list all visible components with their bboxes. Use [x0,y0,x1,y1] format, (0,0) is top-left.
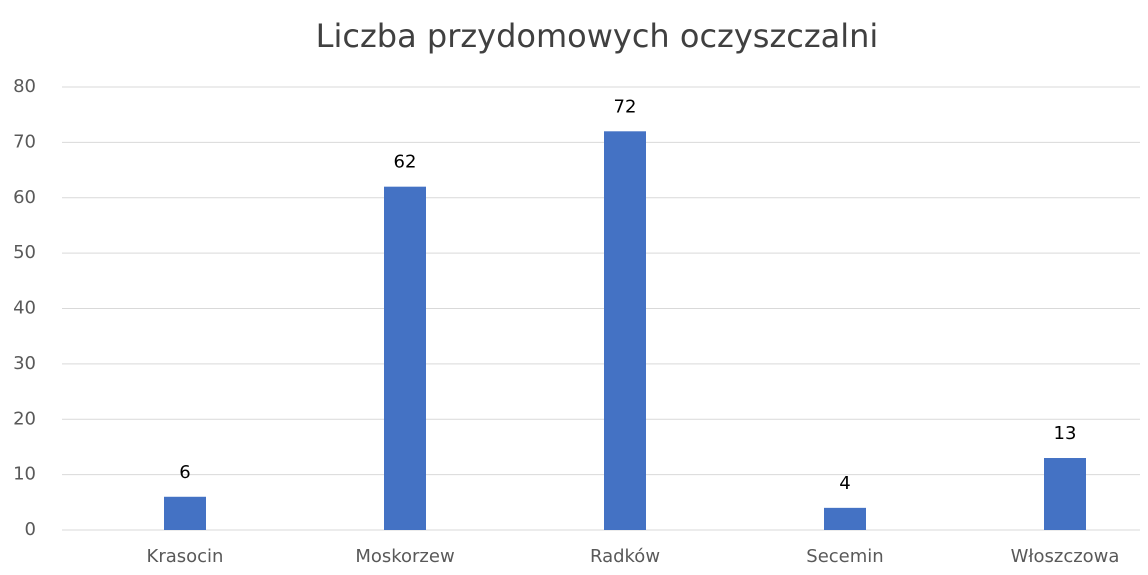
bar [604,131,646,531]
data-label: 72 [614,96,637,117]
y-tick-label: 50 [13,242,36,263]
bar [384,186,426,531]
x-tick-label: Moskorzew [355,546,454,567]
data-label: 62 [394,152,417,173]
y-tick-label: 40 [13,298,36,319]
bar [164,496,206,530]
y-tick-label: 30 [13,353,36,374]
y-tick-label: 70 [13,131,36,152]
data-label: 4 [839,473,850,494]
y-tick-label: 80 [13,76,36,97]
x-tick-label: Krasocin [147,546,224,567]
y-tick-label: 60 [13,187,36,208]
y-tick-label: 10 [13,464,36,485]
x-tick-label: Secemin [806,546,883,567]
chart-title: Liczba przydomowych oczyszczalni [316,17,879,55]
data-label: 13 [1054,423,1077,444]
x-tick-label: Radków [590,546,660,567]
y-tick-label: 20 [13,408,36,429]
y-tick-label: 0 [25,519,36,540]
x-tick-label: Włoszczowa [1011,546,1120,567]
bar [1044,458,1086,530]
data-label: 6 [179,462,190,483]
bar [824,507,866,530]
